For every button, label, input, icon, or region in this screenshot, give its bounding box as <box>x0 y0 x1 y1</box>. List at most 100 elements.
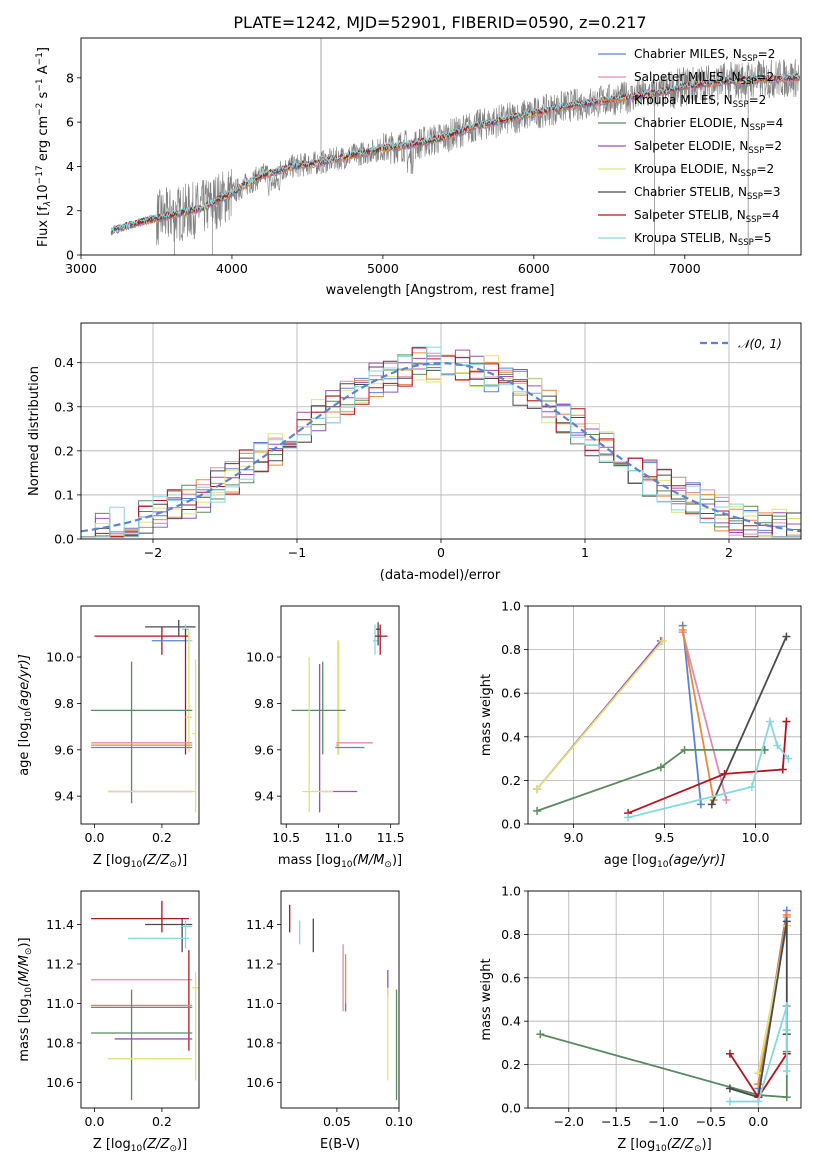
y-tick-label: 1.0 <box>501 884 521 899</box>
legend-entry-chabrier_stelib: Chabrier STELIB, NSSP=3 <box>634 185 781 202</box>
x-axis-label: mass [log10(M/M⊙)] <box>278 853 402 870</box>
y-tick-label: 0.8 <box>501 642 521 657</box>
legend-entry-salpeter_miles: Salpeter MILES, NSSP=2 <box>634 70 774 87</box>
legend-label: Chabrier ELODIE, N <box>634 116 750 130</box>
xl-sun: ⊙ <box>169 1144 177 1154</box>
plot-area <box>91 619 197 813</box>
weight-line-salpeter_miles <box>681 631 728 801</box>
x-tick-label: 11.5 <box>377 830 405 845</box>
yl-f: −2 <box>35 103 45 116</box>
yl-h: −1 <box>35 78 45 91</box>
legend-entry-chabrier_miles: Chabrier MILES, NSSP=2 <box>634 47 775 64</box>
yl-sun: ⊙ <box>24 948 34 956</box>
x-tick-label: 0.0 <box>85 830 105 845</box>
weight-line-chabrier_miles <box>681 625 702 805</box>
y-tick-label: 9.4 <box>254 789 274 804</box>
plot-area <box>533 621 793 822</box>
x-tick-label: 0.2 <box>152 830 172 845</box>
yl-b: (age/yr)] <box>17 654 32 711</box>
legend-value: =2 <box>756 162 774 176</box>
y-tick-label: 11.0 <box>46 996 74 1011</box>
panel-residuals: −2 −1 0 1 2 0.0 0.1 0.2 0.3 0.4 𝒩(0, 1) (data-model… <box>27 322 802 583</box>
axes-frame <box>80 37 802 256</box>
legend-label: Kroupa STELIB, N <box>634 231 738 245</box>
y-tick-label: 0 <box>66 248 74 263</box>
x-tick-label: −1.0 <box>648 1114 678 1129</box>
y-tick-label: 9.8 <box>54 696 74 711</box>
xl-b: (M/M <box>353 853 385 868</box>
errorbar-point <box>145 918 193 953</box>
plot-area <box>91 900 199 1101</box>
figure-title: PLATE=1242, MJD=52901, FIBERID=0590, z=0… <box>233 13 646 32</box>
yl-b: (M/M <box>17 955 32 987</box>
axes-frame <box>280 605 400 825</box>
weight-line-chabrier_elodie <box>536 749 765 812</box>
x-tick-label: 9.5 <box>655 830 675 845</box>
xl-a: mass [log <box>278 853 341 868</box>
x-tick-label: −1 <box>288 545 306 560</box>
y-tick-label: 2 <box>66 203 74 218</box>
yl-c: 10 <box>36 184 51 201</box>
y-axis-label: mass weight <box>479 674 494 756</box>
y-tick-label: 0.6 <box>501 686 521 701</box>
y-axis-label: mass weight <box>479 958 494 1040</box>
axes-frame <box>80 890 200 1109</box>
panel-mass_weight_vs_age: 9.0 9.5 10.0 0.0 0.2 0.4 0.6 0.8 1.0 age [log10(a… <box>479 599 802 870</box>
errorbar-point <box>192 971 199 1081</box>
y-tick-label: 9.6 <box>54 742 74 757</box>
xl-a: age [log <box>604 853 657 868</box>
xl-a: Z [log <box>93 1137 131 1152</box>
xl-sun: ⊙ <box>384 860 392 870</box>
y-tick-label: 0.8 <box>501 927 521 942</box>
axes-frame <box>80 322 802 540</box>
y-tick-label: 10.0 <box>246 650 274 665</box>
y-tick-label: 11.2 <box>46 956 74 971</box>
panel-mass_vs_mass: 10.5 11.0 11.5 9.4 9.6 9.8 10.0 mass [log10(M/M… <box>246 605 405 870</box>
yl-g: s <box>36 91 51 102</box>
legend-sub: SSP <box>742 54 758 64</box>
legend-value: =4 <box>762 208 780 222</box>
errorbar-point <box>192 659 197 813</box>
legend-sub: SSP <box>748 146 764 156</box>
model-line-chabrier_stelib <box>110 73 800 233</box>
y-axis-label: age [log10(age/yr)] <box>17 654 34 776</box>
y-tick-label: 0.3 <box>54 399 74 414</box>
xl-sub: 10 <box>131 1144 143 1154</box>
legend-sub: SSP <box>741 77 757 87</box>
plot-area <box>291 622 388 813</box>
x-tick-label: 11.0 <box>325 830 353 845</box>
xl-c: )] <box>177 853 187 868</box>
y-tick-label: 10.8 <box>246 1035 274 1050</box>
x-tick-label: 3000 <box>65 261 97 276</box>
legend-entry-chabrier_elodie: Chabrier ELODIE, NSSP=4 <box>634 116 783 133</box>
plot-area <box>110 38 800 255</box>
errorbar-point <box>91 989 193 1101</box>
xl-b: (Z/Z <box>142 853 170 868</box>
legend-entry-salpeter_elodie: Salpeter ELODIE, NSSP=2 <box>634 139 782 156</box>
legend-entry-kroupa_elodie: Kroupa ELODIE, NSSP=2 <box>634 162 774 179</box>
x-axis-label: Z [log10(Z/Z⊙)] <box>93 853 187 870</box>
x-tick-label: 10.5 <box>272 830 300 845</box>
legend-n: 𝒩 <box>738 337 753 351</box>
hist-kroupa_stelib <box>81 346 801 539</box>
yl-a: age [log <box>17 723 32 776</box>
y-tick-label: 11.4 <box>246 917 274 932</box>
x-tick-label: 9.0 <box>564 830 584 845</box>
legend-label: Salpeter ELODIE, N <box>634 139 748 153</box>
x-axis-label: (data-model)/error <box>380 568 501 583</box>
errorbar-point <box>145 619 196 637</box>
errorbar-point <box>91 661 193 804</box>
xl-a: Z [log <box>93 853 131 868</box>
weight-line-kroupa_miles <box>681 629 715 801</box>
legend-label: Kroupa MILES, N <box>634 93 733 107</box>
legend-label: Chabrier MILES, N <box>634 47 742 61</box>
legend-label: Kroupa ELODIE, N <box>634 162 741 176</box>
y-tick-label: 6 <box>66 115 74 130</box>
y-tick-label: 10.0 <box>46 650 74 665</box>
y-tick-label: 9.6 <box>254 742 274 757</box>
yl-a: mass [log <box>17 998 32 1061</box>
xl-c: )] <box>392 853 402 868</box>
xl-c: )] <box>702 1137 712 1152</box>
y-tick-label: 10.8 <box>46 1035 74 1050</box>
